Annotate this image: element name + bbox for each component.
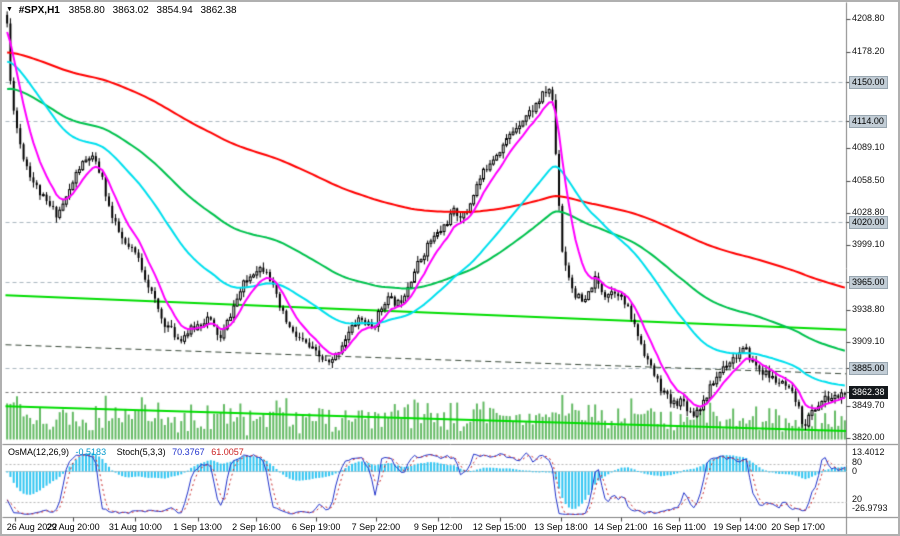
close-value: 3862.38 xyxy=(200,5,237,16)
osma-indicator-name: OsMA(12,26,9) xyxy=(8,447,70,457)
open-value: 3858.80 xyxy=(68,5,105,16)
chart-shift-icon: ▼ xyxy=(6,6,13,13)
indicator-label-row: OsMA(12,26,9) -0.5183 Stoch(5,3,3) 70.37… xyxy=(8,447,244,457)
symbol-label: #SPX,H1 xyxy=(18,5,60,16)
high-value: 3863.02 xyxy=(112,5,149,16)
stoch-main-value: 70.3767 xyxy=(172,447,205,457)
osma-indicator-value: -0.5183 xyxy=(75,447,107,457)
symbol-title: ▼ #SPX,H1 3858.80 3863.02 3854.94 3862.3… xyxy=(6,5,242,16)
stoch-indicator-name: Stoch(5,3,3) xyxy=(116,447,166,457)
stoch-signal-value: 61.0057 xyxy=(211,447,244,457)
low-value: 3854.94 xyxy=(156,5,193,16)
